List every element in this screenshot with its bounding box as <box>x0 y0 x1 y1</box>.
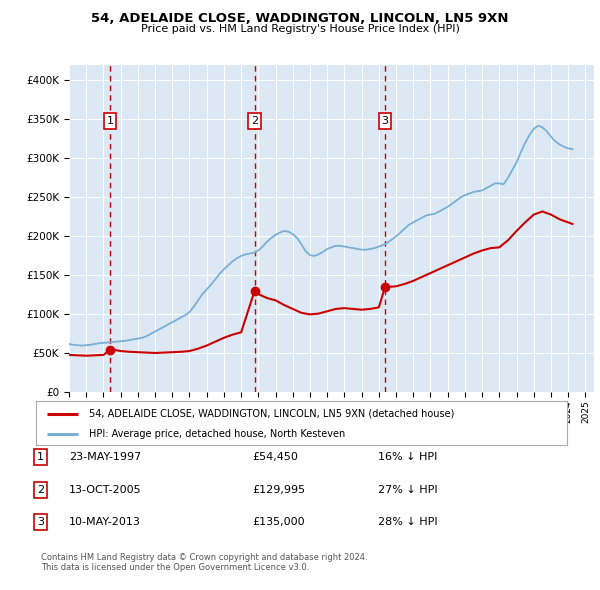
Text: 2: 2 <box>251 116 258 126</box>
Text: 23-MAY-1997: 23-MAY-1997 <box>69 453 141 462</box>
Text: 54, ADELAIDE CLOSE, WADDINGTON, LINCOLN, LN5 9XN: 54, ADELAIDE CLOSE, WADDINGTON, LINCOLN,… <box>91 12 509 25</box>
Text: 1: 1 <box>107 116 113 126</box>
Text: HPI: Average price, detached house, North Kesteven: HPI: Average price, detached house, Nort… <box>89 430 346 440</box>
Text: 10-MAY-2013: 10-MAY-2013 <box>69 517 141 527</box>
Text: 13-OCT-2005: 13-OCT-2005 <box>69 485 142 494</box>
Text: 27% ↓ HPI: 27% ↓ HPI <box>378 485 437 494</box>
Text: 3: 3 <box>37 517 44 527</box>
Text: Price paid vs. HM Land Registry's House Price Index (HPI): Price paid vs. HM Land Registry's House … <box>140 24 460 34</box>
Text: 1: 1 <box>37 453 44 462</box>
Text: 2: 2 <box>37 485 44 494</box>
Text: £135,000: £135,000 <box>252 517 305 527</box>
Text: £129,995: £129,995 <box>252 485 305 494</box>
Text: Contains HM Land Registry data © Crown copyright and database right 2024.: Contains HM Land Registry data © Crown c… <box>41 553 367 562</box>
Text: £54,450: £54,450 <box>252 453 298 462</box>
Text: This data is licensed under the Open Government Licence v3.0.: This data is licensed under the Open Gov… <box>41 563 309 572</box>
Text: 54, ADELAIDE CLOSE, WADDINGTON, LINCOLN, LN5 9XN (detached house): 54, ADELAIDE CLOSE, WADDINGTON, LINCOLN,… <box>89 409 454 418</box>
Text: 3: 3 <box>382 116 389 126</box>
Text: 16% ↓ HPI: 16% ↓ HPI <box>378 453 437 462</box>
Text: 28% ↓ HPI: 28% ↓ HPI <box>378 517 437 527</box>
